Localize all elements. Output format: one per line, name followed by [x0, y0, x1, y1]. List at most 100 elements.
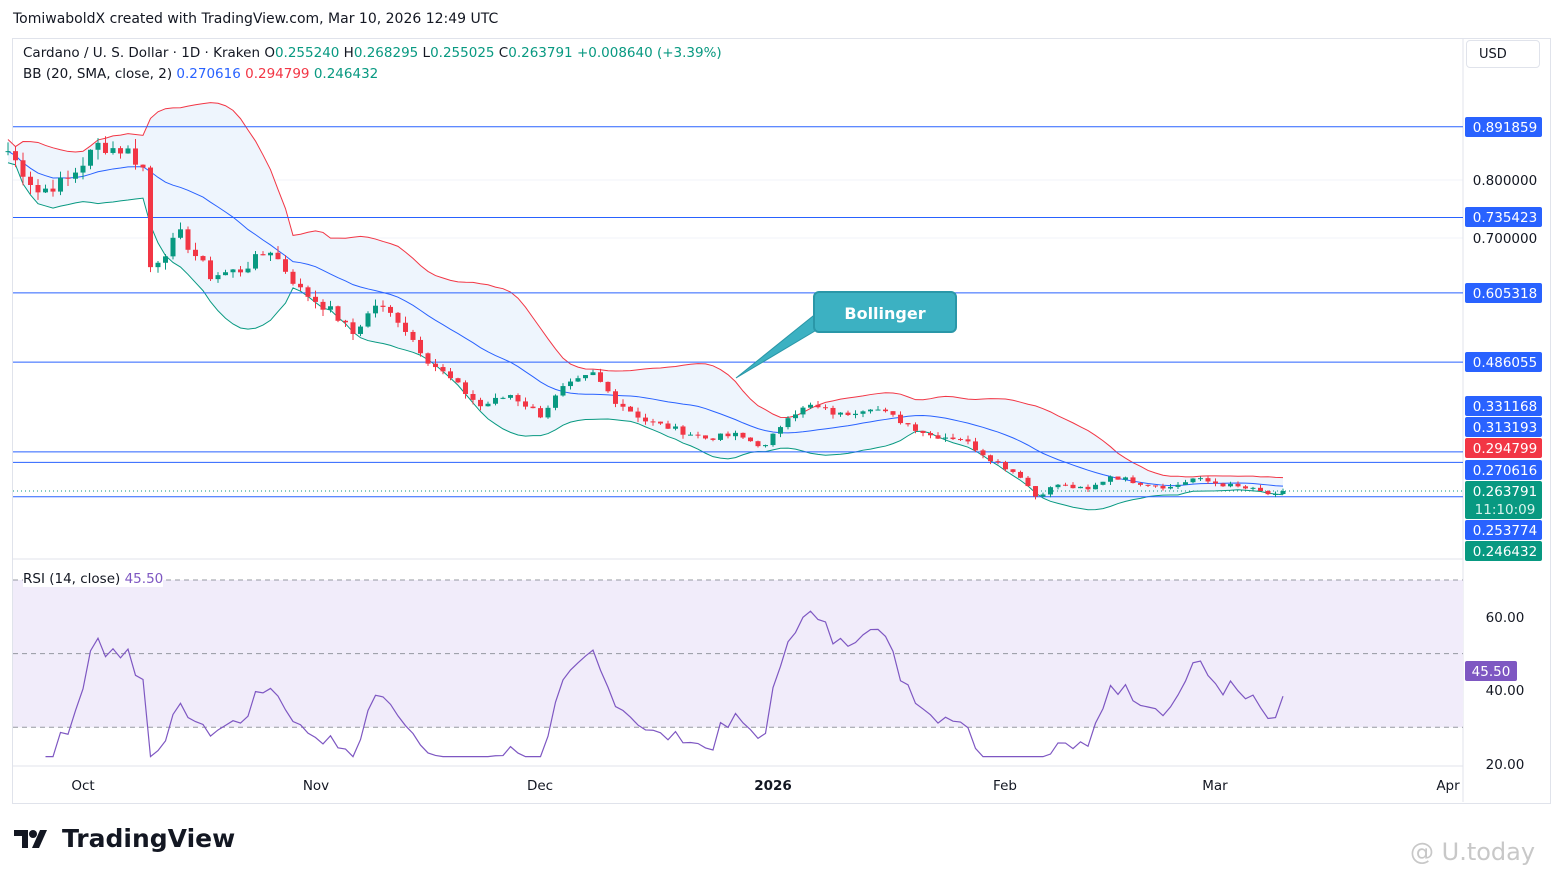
candle-body	[1250, 487, 1256, 489]
candle-body	[688, 434, 693, 436]
rsi-label-bg	[1465, 661, 1517, 681]
price-label-bg	[1465, 283, 1542, 303]
candle-body	[1145, 484, 1151, 486]
candle-body	[1160, 486, 1166, 489]
candle-body	[500, 397, 506, 399]
tradingview-logo[interactable]: TradingView	[14, 824, 235, 853]
candle-body	[568, 381, 573, 387]
price-label: 0.263791	[1473, 484, 1537, 500]
candle-body	[718, 433, 723, 440]
candle-body	[313, 296, 318, 302]
candle-body	[1220, 483, 1226, 487]
candle-body	[1168, 486, 1173, 489]
high-label: H	[343, 45, 354, 61]
candle-body	[215, 275, 221, 280]
candle-body	[35, 185, 41, 193]
open-value: 0.255240	[274, 45, 340, 61]
candle-body	[1063, 484, 1068, 486]
candle-body	[1003, 462, 1008, 470]
bb-label: BB (20, SMA, close, 2)	[23, 66, 173, 82]
candle-body	[530, 406, 536, 409]
candle-body	[1010, 469, 1016, 472]
bb-legend[interactable]: BB (20, SMA, close, 2) 0.270616 0.294799…	[23, 66, 378, 82]
candle-body	[253, 254, 258, 269]
candle-body	[785, 418, 791, 428]
price-label: 0.605318	[1473, 286, 1537, 302]
candle-body	[1115, 476, 1121, 480]
price-label-bg	[1465, 417, 1542, 437]
candle-body	[920, 430, 926, 433]
candle-body	[763, 445, 768, 447]
candle-body	[635, 411, 641, 418]
candle-body	[448, 371, 453, 379]
candle-body	[478, 399, 483, 407]
candle-body	[1100, 481, 1106, 485]
candle-body	[673, 426, 678, 429]
candle-body	[875, 409, 881, 411]
price-label: 0.270616	[1473, 463, 1537, 479]
candle-body	[133, 148, 138, 165]
candle-body	[748, 437, 753, 442]
rsi-price-label: 45.50	[1472, 664, 1511, 680]
candle-body	[463, 382, 468, 394]
candle-body	[628, 406, 633, 412]
candle-body	[928, 432, 933, 436]
candle-body	[73, 172, 78, 179]
time-tick: 2026	[754, 778, 792, 794]
candle-body	[1153, 485, 1158, 487]
candle-body	[658, 421, 663, 424]
candle-body	[335, 306, 341, 321]
rsi-tick: 60.00	[1486, 610, 1525, 626]
price-label-bg	[1465, 207, 1542, 227]
price-label: 0.486055	[1473, 355, 1537, 371]
price-label-bg	[1465, 438, 1542, 458]
candle-body	[913, 424, 918, 431]
price-label: 0.735423	[1473, 210, 1537, 226]
candle-body	[193, 249, 198, 257]
candle-body	[1183, 482, 1188, 485]
rsi-legend[interactable]: RSI (14, close) 45.50	[23, 571, 164, 587]
candle-body	[770, 433, 776, 446]
candle-body	[703, 435, 708, 439]
bb-basis: 0.270616	[176, 66, 241, 82]
candle-body	[200, 256, 206, 261]
candles	[5, 136, 1286, 500]
candle-body	[778, 427, 783, 434]
candle-body	[410, 331, 416, 340]
candle-body	[853, 413, 858, 416]
candle-body	[868, 409, 873, 412]
candle-body	[20, 160, 26, 177]
candle-body	[815, 404, 821, 408]
candle-body	[88, 149, 93, 166]
price-tick: 0.800000	[1473, 173, 1537, 189]
currency-button[interactable]: USD	[1466, 40, 1540, 68]
candle-body	[43, 188, 48, 193]
candle-body	[725, 433, 731, 437]
close-value: 0.263791	[508, 45, 573, 61]
candle-body	[830, 407, 836, 415]
candle-body	[110, 148, 116, 153]
price-tick: 0.700000	[1473, 231, 1537, 247]
rsi-tick: 40.00	[1486, 683, 1525, 699]
candle-body	[710, 438, 716, 440]
low-value: 0.255025	[430, 45, 495, 61]
candle-body	[1228, 483, 1233, 487]
candle-body	[320, 301, 326, 310]
candle-body	[905, 423, 911, 425]
candle-body	[403, 322, 408, 332]
candle-body	[95, 142, 101, 150]
symbol-name: Cardano / U. S. Dollar · 1D · Kraken	[23, 45, 261, 61]
candle-body	[1055, 484, 1061, 488]
candle-body	[433, 363, 438, 368]
price-label-bg	[1465, 396, 1542, 416]
candle-body	[305, 287, 311, 297]
candle-body	[395, 312, 401, 323]
candle-body	[560, 386, 566, 396]
candle-body	[1093, 484, 1098, 490]
candle-body	[965, 439, 971, 442]
candle-body	[208, 260, 213, 280]
candle-body	[148, 167, 153, 268]
candle-body	[493, 397, 498, 404]
annotation-callout[interactable]: Bollinger Bands	[813, 291, 957, 365]
